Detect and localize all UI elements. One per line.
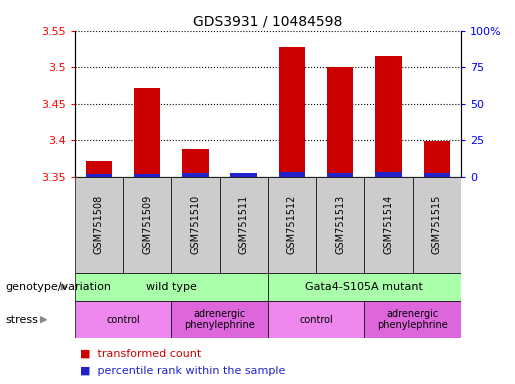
Text: stress: stress [5, 314, 38, 325]
Text: GSM751515: GSM751515 [432, 195, 442, 254]
Text: ■  percentile rank within the sample: ■ percentile rank within the sample [80, 366, 285, 376]
Bar [75, 177, 123, 273]
Text: GSM751513: GSM751513 [335, 195, 345, 254]
Text: control: control [299, 314, 333, 325]
Bar [327, 173, 353, 177]
Bar [279, 47, 305, 177]
Text: GSM751511: GSM751511 [238, 195, 249, 254]
Bar [134, 174, 160, 177]
Bar [182, 173, 209, 177]
Bar [75, 273, 268, 301]
Text: control: control [106, 314, 140, 325]
Bar [123, 177, 171, 273]
Text: adrenergic
phenylephrine: adrenergic phenylephrine [184, 309, 255, 331]
Text: GSM751508: GSM751508 [94, 195, 104, 254]
Bar [413, 177, 461, 273]
Bar [268, 177, 316, 273]
Bar [85, 174, 112, 177]
Bar [85, 161, 112, 177]
Bar [365, 301, 461, 338]
Bar [316, 177, 365, 273]
Text: ■  transformed count: ■ transformed count [80, 348, 201, 358]
Bar [375, 56, 402, 177]
Text: GSM751509: GSM751509 [142, 195, 152, 254]
Text: Gata4-S105A mutant: Gata4-S105A mutant [305, 282, 423, 292]
Bar [230, 177, 257, 189]
Bar [219, 177, 268, 273]
Bar [268, 273, 461, 301]
Bar [423, 141, 450, 177]
Bar [423, 173, 450, 177]
Text: genotype/variation: genotype/variation [5, 282, 111, 292]
Text: GSM751512: GSM751512 [287, 195, 297, 254]
Text: adrenergic
phenylephrine: adrenergic phenylephrine [377, 309, 448, 331]
Bar [375, 172, 402, 177]
Bar [268, 301, 365, 338]
Bar [230, 173, 257, 177]
Bar [75, 301, 171, 338]
Bar [171, 301, 268, 338]
Bar [279, 172, 305, 177]
Bar [171, 177, 219, 273]
Title: GDS3931 / 10484598: GDS3931 / 10484598 [193, 14, 342, 28]
Bar [134, 88, 160, 177]
Text: wild type: wild type [146, 282, 197, 292]
Bar [365, 177, 413, 273]
Bar [327, 67, 353, 177]
Text: GSM751510: GSM751510 [191, 195, 200, 254]
Text: GSM751514: GSM751514 [384, 195, 393, 254]
Bar [182, 149, 209, 177]
